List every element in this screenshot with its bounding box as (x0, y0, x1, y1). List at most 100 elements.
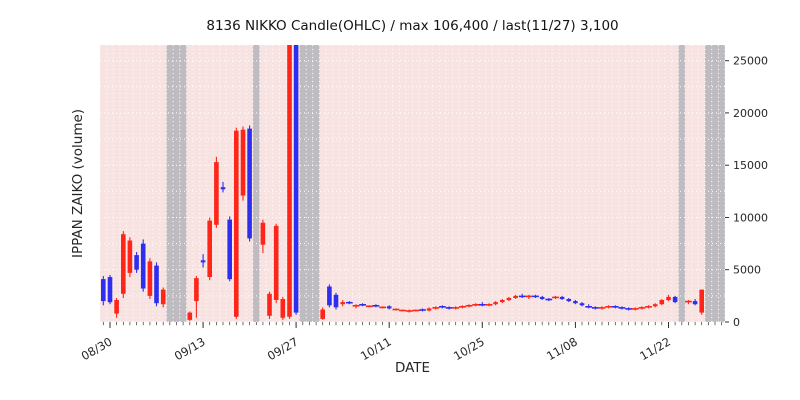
x-tick-label: 10/11 (358, 334, 394, 363)
x-tick-label: 09/27 (265, 334, 301, 363)
candle (320, 307, 325, 320)
candle (134, 252, 139, 273)
candle (365, 305, 373, 308)
candle (618, 306, 626, 310)
candle (154, 262, 159, 307)
candle (585, 304, 593, 309)
candle (405, 309, 413, 313)
candle (611, 305, 619, 309)
candle (579, 302, 585, 307)
candle (379, 306, 386, 309)
candle (140, 239, 146, 292)
candle (513, 294, 518, 299)
candle (493, 301, 498, 306)
candle (359, 303, 366, 307)
candle (452, 306, 460, 310)
missing-day-band (678, 45, 686, 322)
candle (220, 181, 226, 193)
x-tick-label: 11/22 (637, 334, 673, 363)
candle (207, 217, 212, 281)
candle (545, 298, 553, 302)
y-tick-label: 5000 (733, 264, 761, 277)
candle (247, 125, 252, 242)
x-tick-label: 08/30 (79, 334, 115, 363)
candle (340, 300, 345, 307)
candle (672, 295, 678, 304)
candle (631, 307, 639, 311)
candle (333, 292, 339, 310)
candle (552, 295, 559, 299)
x-axis-label: DATE (394, 360, 431, 376)
candle (645, 305, 652, 309)
candle (127, 237, 133, 278)
candle (699, 289, 704, 315)
candle (652, 303, 658, 308)
candle (187, 311, 193, 321)
candle (260, 219, 266, 253)
candle (392, 308, 400, 311)
candle (432, 306, 440, 310)
candle (638, 306, 646, 310)
x-tick-label: 11/08 (544, 334, 580, 363)
missing-day-band (179, 45, 187, 322)
candle (327, 284, 332, 308)
candle (293, 45, 299, 315)
candle (147, 258, 153, 299)
y-tick-label: 10000 (733, 212, 768, 225)
y-tick-label: 25000 (733, 55, 768, 68)
missing-day-band (173, 45, 180, 322)
candle (200, 254, 206, 268)
chart-title: 8136 NIKKO Candle(OHLC) / max 106,400 / … (206, 18, 619, 34)
candle (194, 276, 199, 318)
candle (352, 304, 360, 309)
missing-day-band (299, 45, 307, 322)
candle (345, 301, 353, 305)
candle (160, 287, 166, 308)
y-tick-label: 0 (733, 316, 740, 329)
candle (419, 308, 426, 312)
candle (500, 299, 505, 304)
candle (227, 216, 232, 282)
candle (101, 276, 106, 306)
missing-day-band (166, 45, 174, 322)
candle (273, 223, 279, 304)
missing-day-band (705, 45, 712, 322)
candle (506, 296, 512, 302)
candle (525, 294, 533, 299)
candle (121, 231, 126, 298)
candle (539, 295, 545, 300)
candle (598, 306, 606, 310)
candle (559, 295, 565, 300)
missing-day-band (711, 45, 719, 322)
candle (399, 309, 406, 312)
candle (280, 296, 286, 320)
candle (386, 305, 392, 310)
candle (566, 298, 572, 303)
candle (214, 156, 219, 228)
candle (426, 307, 432, 312)
candle (240, 126, 246, 201)
candle (685, 300, 692, 305)
candle (107, 275, 113, 305)
plot-area (100, 45, 725, 322)
candle (625, 307, 632, 311)
candle (485, 303, 493, 307)
candle (573, 300, 578, 305)
candle (532, 294, 539, 298)
candle (114, 298, 119, 318)
missing-day-band (718, 45, 725, 322)
candle (412, 309, 420, 312)
missing-day-band (312, 45, 320, 322)
candle (659, 299, 665, 306)
candle (445, 306, 453, 310)
candle (692, 299, 698, 306)
candle (439, 305, 446, 309)
x-tick-label: 10/25 (451, 334, 487, 363)
candle (234, 127, 239, 319)
candle (518, 293, 526, 298)
candle (605, 305, 612, 309)
candle (465, 304, 473, 308)
candle (591, 306, 599, 310)
missing-day-band (252, 45, 260, 322)
